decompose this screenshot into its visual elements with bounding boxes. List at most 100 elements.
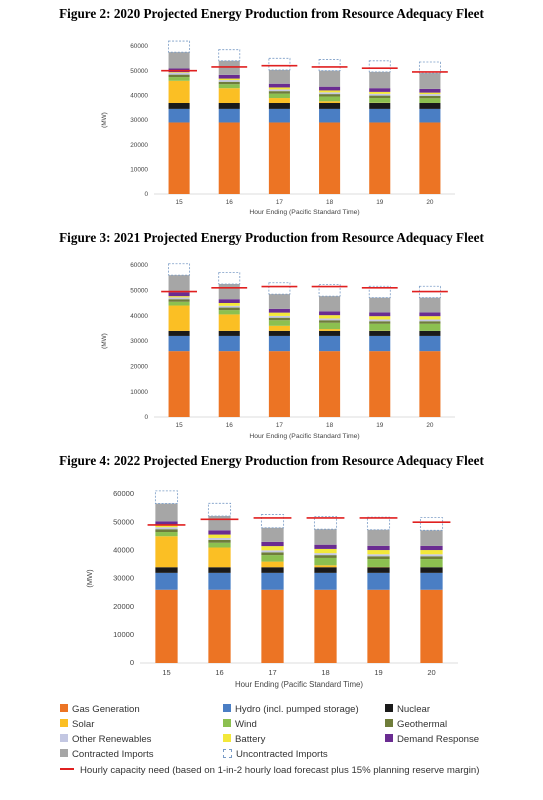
bar-segment-uncontracted: [368, 285, 391, 299]
bar-segment-other: [155, 527, 178, 530]
bar-segment-gas: [369, 351, 391, 417]
y-tick-label: 20000: [113, 602, 134, 611]
bar-segment-dr: [319, 86, 341, 91]
bar-segment-hydro: [168, 335, 190, 352]
x-axis-label: Hour Ending (Pacific Standard Time): [249, 433, 359, 440]
chart-2022: 0 10000 20000 30000 40000 50000 60000 (MW) 15 16 1…: [85, 489, 458, 689]
bar-segment-uncontracted: [268, 57, 291, 71]
y-tick-label: 20000: [130, 364, 148, 371]
bar-segment-other: [168, 72, 190, 75]
bar-segment-hydro: [369, 108, 391, 123]
bar-segment-dr: [218, 299, 240, 303]
bar-segment-hydro: [319, 108, 341, 123]
bar-segment-other: [218, 80, 240, 82]
bar-segment-nuclear: [319, 102, 341, 109]
bar-segment-contracted: [369, 71, 391, 89]
legend-label: Gas Generation: [72, 704, 140, 715]
bar-segment-dr: [218, 74, 240, 79]
legend-swatch-geothermal: [385, 719, 393, 728]
bar-segment-nuclear: [218, 330, 240, 336]
bar-segment-battery: [369, 316, 391, 320]
bar-segment-dr: [261, 541, 284, 547]
bar-segment-hydro: [419, 108, 441, 123]
bar-segment-dr: [419, 88, 441, 93]
legend-label: Other Renewables: [72, 734, 152, 745]
bar-segment-wind: [369, 98, 391, 103]
bar-segment-nuclear: [268, 330, 290, 336]
bar-segment-geothermal: [314, 555, 337, 558]
legend-item-solar: Solar: [60, 718, 94, 732]
legend-swatch-other: [60, 734, 68, 743]
bar-segment-uncontracted: [168, 263, 191, 276]
y-tick-label: 40000: [130, 93, 148, 100]
bar-segment-other: [218, 305, 240, 308]
bar-segment-wind: [314, 557, 337, 566]
bar-segment-battery: [218, 303, 240, 306]
bar-segment-nuclear: [419, 330, 441, 336]
y-tick-label: 40000: [113, 546, 134, 555]
bar-segment-dr: [419, 312, 441, 317]
bar-segment-nuclear: [218, 102, 240, 109]
bar-segment-solar: [319, 329, 341, 331]
legend-label: Solar: [72, 719, 95, 730]
bar-segment-geothermal: [367, 556, 390, 560]
legend-label: Contracted Imports: [72, 749, 154, 760]
bar-segment-gas: [420, 589, 443, 663]
bar-segment-gas: [155, 589, 178, 663]
bar-segment-gas: [268, 122, 290, 194]
y-tick-label: 0: [130, 658, 134, 667]
bar-segment-battery: [420, 550, 443, 555]
bar-segment-other: [268, 315, 290, 318]
legend-swatch-uncontracted: [223, 748, 232, 758]
bar-segment-wind: [268, 93, 290, 99]
legend-item-dr: Demand Response: [385, 733, 479, 747]
bar-segment-other: [319, 92, 341, 95]
bar-segment-hydro: [419, 335, 441, 352]
legend-label: Uncontracted Imports: [236, 749, 328, 760]
x-tick-label: 19: [376, 199, 384, 206]
y-tick-label: 50000: [113, 517, 134, 526]
bar-segment-uncontracted: [268, 282, 291, 295]
bar-segment-hydro: [420, 572, 443, 590]
bar-segment-gas: [168, 122, 190, 194]
x-axis-label: Hour Ending (Pacific Standard Time): [249, 209, 359, 216]
bar-segment-nuclear: [420, 567, 443, 573]
x-tick-label: 15: [162, 668, 170, 677]
bar-segment-contracted: [218, 60, 240, 75]
bar-segment-wind: [218, 84, 240, 89]
bar-segment-gas: [218, 122, 240, 194]
bar-segment-battery: [419, 316, 441, 320]
bar-segment-geothermal: [419, 321, 441, 324]
legend-item-wind: Wind: [223, 718, 257, 732]
bar-segment-solar: [268, 98, 290, 103]
bar-segment-gas: [367, 589, 390, 663]
bar-segment-hydro: [314, 572, 337, 590]
legend-item-contracted: Contracted Imports: [60, 748, 154, 762]
bar-segment-contracted: [319, 70, 341, 87]
bar-segment-gas: [369, 122, 391, 194]
bar-segment-hydro: [168, 108, 190, 123]
y-tick-label: 0: [144, 414, 148, 421]
bar-segment-nuclear: [155, 567, 178, 573]
figure-2-title: Figure 2: 2020 Projected Energy Producti…: [59, 6, 484, 21]
bar-segment-battery: [319, 90, 341, 93]
bar-segment-contracted: [268, 294, 290, 309]
bar-segment-contracted: [314, 529, 337, 545]
bar-segment-battery: [419, 92, 441, 95]
bar-segment-wind: [319, 322, 341, 330]
bar-segment-nuclear: [168, 330, 190, 336]
bar-segment-nuclear: [319, 330, 341, 336]
bar-segment-battery: [168, 296, 190, 298]
bar-segment-uncontracted: [366, 516, 391, 531]
bar-segment-other: [319, 318, 341, 321]
legend-label: Nuclear: [397, 704, 431, 715]
legend-item-other: Other Renewables: [60, 733, 151, 747]
bar-segment-geothermal: [319, 94, 341, 97]
bar-segment-uncontracted: [207, 502, 232, 517]
bar-segment-nuclear: [268, 102, 290, 109]
bar-segment-other: [268, 89, 290, 92]
bar-segment-uncontracted: [368, 60, 391, 73]
y-tick-label: 50000: [130, 68, 148, 75]
bar-segment-hydro: [261, 572, 284, 590]
x-tick-label: 19: [376, 422, 384, 429]
